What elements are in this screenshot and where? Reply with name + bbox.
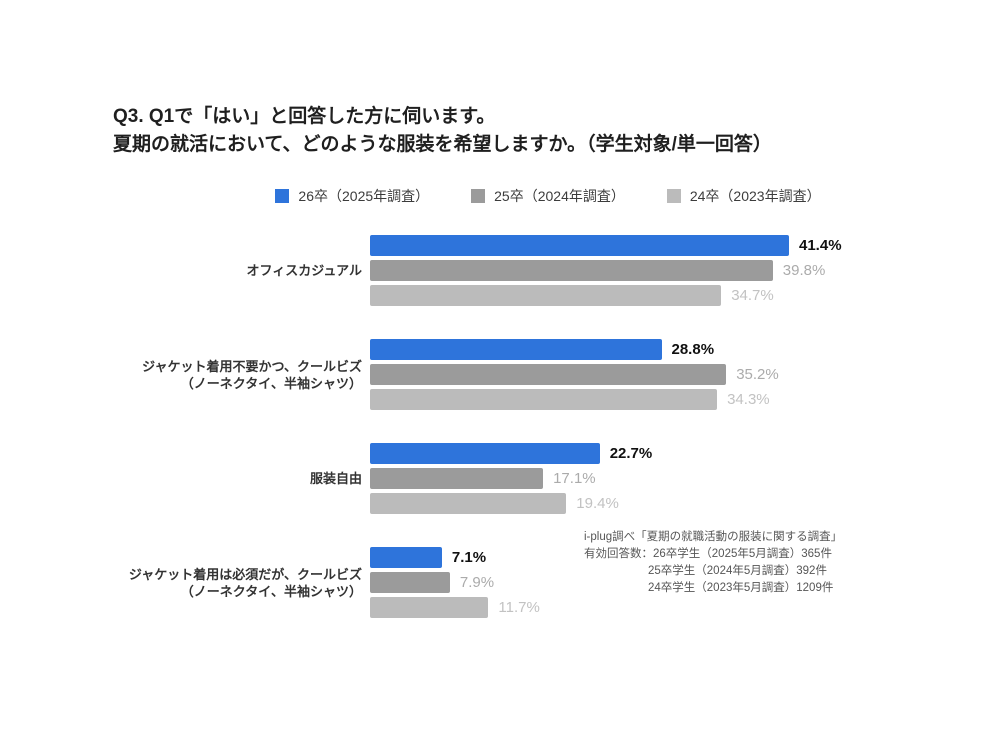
category-group-3: 服装自由 22.7% 17.1% 19.4%: [0, 443, 1000, 514]
source-note: i-plug調べ「夏期の就職活動の服装に関する調査」 有効回答数：26卒学生（2…: [584, 529, 842, 597]
bar-row-series3-cat4: 11.7%: [370, 597, 540, 618]
bar-series1-cat3: [370, 443, 600, 464]
legend-item-25: 25卒（2024年調査）: [471, 186, 625, 206]
legend: 26卒（2025年調査） 25卒（2024年調査） 24卒（2023年調査）: [48, 186, 1000, 206]
source-note-line1: i-plug調べ「夏期の就職活動の服装に関する調査」: [584, 531, 843, 543]
bar-stack-3: 22.7% 17.1% 19.4%: [370, 443, 652, 514]
legend-swatch-26: [275, 189, 290, 203]
category-group-1: オフィスカジュアル 41.4% 39.8% 34.7%: [0, 235, 1000, 306]
legend-label-25: 25卒（2024年調査）: [494, 188, 625, 204]
bar-series2-cat2: [370, 364, 727, 385]
category-label-2: ジャケット着用不要かつ、クールビズ （ノーネクタイ、半袖シャツ）: [142, 358, 362, 391]
bar-series3-cat3: [370, 493, 567, 514]
bar-series1-cat1: [370, 235, 789, 256]
bar-series1-cat2: [370, 339, 662, 360]
bar-series3-cat2: [370, 389, 718, 410]
category-label-1: オフィスカジュアル: [246, 263, 362, 278]
category-label-3: 服装自由: [309, 471, 362, 486]
bar-value-series2-cat2: 35.2%: [736, 366, 779, 383]
legend-item-26: 26卒（2025年調査）: [275, 186, 429, 206]
category-group-4: ジャケット着用は必須だが、クールビズ （ノーネクタイ、半袖シャツ） 7.1% 7.9%…: [0, 547, 1000, 618]
bar-row-series3-cat1: 34.7%: [370, 285, 842, 306]
bar-stack-4: 7.1% 7.9% 11.7%: [370, 547, 540, 618]
legend-swatch-25: [471, 189, 486, 203]
legend-label-26: 26卒（2025年調査）: [298, 188, 430, 204]
legend-label-24: 24卒（2023年調査）: [689, 188, 821, 204]
bar-series1-cat4: [370, 547, 442, 568]
source-note-line2: 有効回答数：26卒学生（2025年5月調査）365件: [584, 548, 832, 560]
bar-row-series2-cat1: 39.8%: [370, 260, 842, 281]
bar-chart: オフィスカジュアル 41.4% 39.8% 34.7% ジャケット着用不要かつ、クールビ…: [0, 235, 1000, 651]
bar-row-series2-cat3: 17.1%: [370, 468, 652, 489]
bar-row-series1-cat2: 28.8%: [370, 339, 779, 360]
bar-value-series1-cat2: 28.8%: [671, 341, 715, 358]
bar-row-series3-cat2: 34.3%: [370, 389, 779, 410]
bar-row-series1-cat1: 41.4%: [370, 235, 842, 256]
bar-row-series1-cat4: 7.1%: [370, 547, 540, 568]
bar-series3-cat1: [370, 285, 722, 306]
source-note-line3: 25卒学生（2024年5月調査）392件: [648, 565, 827, 577]
bar-value-series3-cat4: 11.7%: [498, 599, 540, 616]
bar-series3-cat4: [370, 597, 489, 618]
bar-row-series1-cat3: 22.7%: [370, 443, 652, 464]
bar-stack-2: 28.8% 35.2% 34.3%: [370, 339, 779, 410]
bar-series2-cat1: [370, 260, 773, 281]
bar-row-series2-cat2: 35.2%: [370, 364, 779, 385]
bar-value-series2-cat3: 17.1%: [553, 470, 596, 487]
chart-title-line2: 夏期の就活において、どのような服装を希望しますか。（学生対象/単一回答）: [113, 134, 772, 155]
legend-swatch-24: [666, 189, 681, 203]
category-group-2: ジャケット着用不要かつ、クールビズ （ノーネクタイ、半袖シャツ） 28.8% 35.2…: [0, 339, 1000, 410]
bar-value-series1-cat1: 41.4%: [799, 237, 842, 254]
bar-value-series1-cat3: 22.7%: [609, 445, 653, 462]
source-note-line4: 24卒学生（2023年5月調査）1209件: [648, 582, 834, 594]
bar-row-series2-cat4: 7.9%: [370, 572, 540, 593]
chart-title: Q3. Q1で「はい」と回答した方に伺います。 夏期の就活において、どのような服…: [113, 103, 772, 159]
bar-value-series2-cat4: 7.9%: [459, 574, 495, 591]
legend-item-24: 24卒（2023年調査）: [666, 186, 821, 206]
bar-value-series3-cat3: 19.4%: [576, 495, 619, 512]
bar-row-series3-cat3: 19.4%: [370, 493, 652, 514]
bar-series2-cat4: [370, 572, 450, 593]
bar-stack-1: 41.4% 39.8% 34.7%: [370, 235, 842, 306]
bar-value-series2-cat1: 39.8%: [782, 262, 826, 279]
bar-value-series3-cat2: 34.3%: [727, 391, 770, 408]
chart-title-line1: Q3. Q1で「はい」と回答した方に伺います。: [113, 106, 496, 127]
bar-series2-cat3: [370, 468, 544, 489]
category-label-4: ジャケット着用は必須だが、クールビズ （ノーネクタイ、半袖シャツ）: [128, 566, 362, 599]
bar-value-series3-cat1: 34.7%: [731, 287, 774, 304]
bar-value-series1-cat4: 7.1%: [451, 549, 487, 566]
